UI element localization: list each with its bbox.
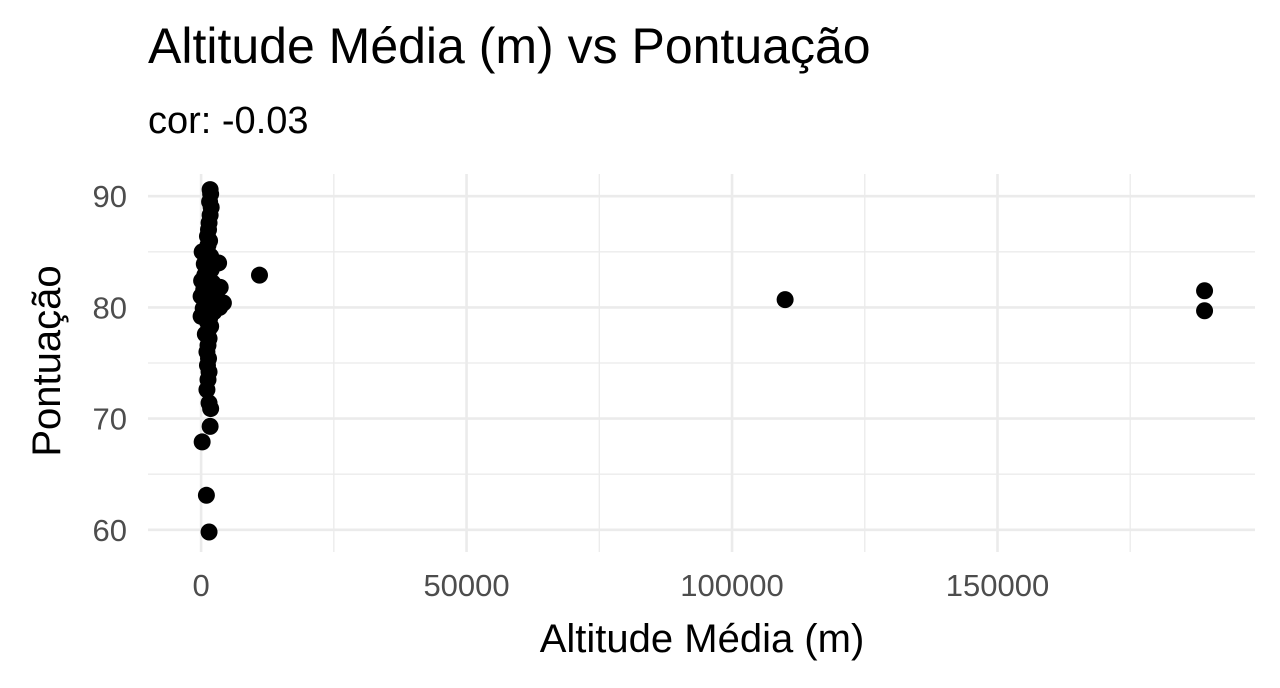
- data-point: [202, 400, 220, 418]
- data-points: [192, 181, 1214, 541]
- y-tick-label: 60: [93, 513, 127, 548]
- data-point: [776, 291, 794, 309]
- data-point: [193, 433, 211, 451]
- data-point: [250, 266, 268, 284]
- data-point: [1196, 302, 1214, 320]
- data-point: [201, 417, 219, 435]
- x-tick-label: 50000: [423, 568, 509, 603]
- y-tick-label: 90: [93, 179, 127, 214]
- data-point: [198, 381, 216, 399]
- y-axis-title: Pontuação: [25, 265, 69, 456]
- x-axis-title: Altitude Média (m): [540, 617, 865, 661]
- x-tick-label: 0: [192, 568, 209, 603]
- y-tick-label: 70: [93, 402, 127, 437]
- x-tick-label: 150000: [946, 568, 1049, 603]
- x-tick-label: 100000: [680, 568, 783, 603]
- data-point: [1196, 282, 1214, 300]
- y-axis-ticks: 60 70 80 90: [93, 179, 127, 548]
- grid-minor: [148, 174, 1255, 552]
- chart-title: Altitude Média (m) vs Pontuação: [148, 18, 871, 74]
- chart-subtitle: cor: -0.03: [148, 100, 309, 142]
- y-tick-label: 80: [93, 290, 127, 325]
- data-point: [200, 523, 218, 541]
- x-axis-ticks: 0 50000 100000 150000: [192, 568, 1049, 603]
- data-point: [197, 486, 215, 504]
